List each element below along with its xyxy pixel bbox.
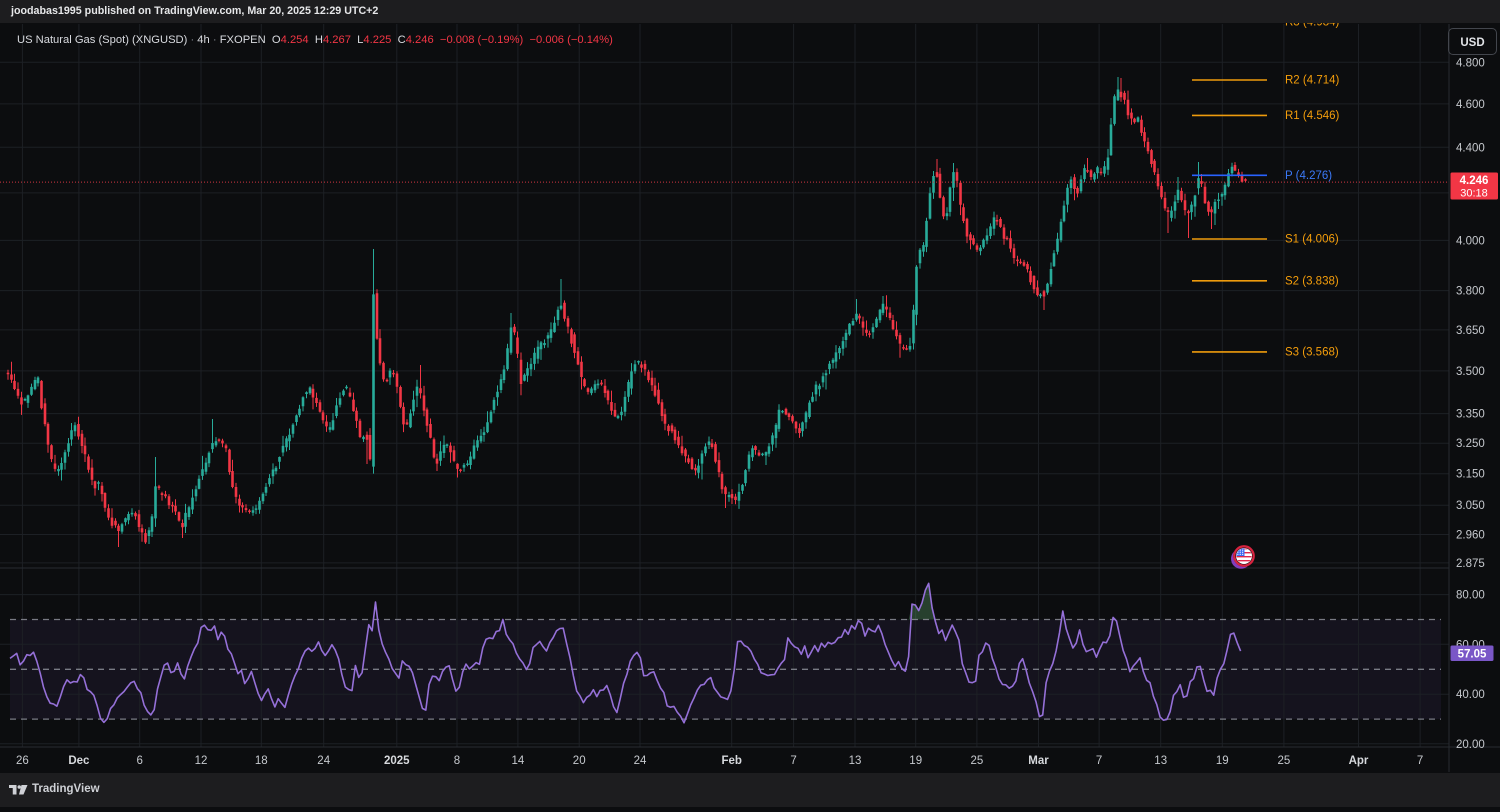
svg-text:Dec: Dec xyxy=(68,755,90,767)
svg-text:USD: USD xyxy=(1460,37,1484,49)
svg-text:19: 19 xyxy=(1216,755,1229,767)
svg-text:26: 26 xyxy=(16,755,29,767)
svg-text:S2 (3.838): S2 (3.838) xyxy=(1285,275,1339,287)
svg-text:S1 (4.006): S1 (4.006) xyxy=(1285,234,1339,246)
svg-text:80.00: 80.00 xyxy=(1456,590,1485,602)
svg-text:3.050: 3.050 xyxy=(1456,500,1485,512)
svg-text:30:18: 30:18 xyxy=(1460,188,1488,200)
svg-text:6: 6 xyxy=(136,755,142,767)
svg-text:40.00: 40.00 xyxy=(1456,689,1485,701)
svg-text:4.800: 4.800 xyxy=(1456,57,1485,69)
svg-text:3.500: 3.500 xyxy=(1456,366,1485,378)
svg-text:2025: 2025 xyxy=(384,755,410,767)
svg-text:R2 (4.714): R2 (4.714) xyxy=(1285,75,1340,87)
svg-text:2.875: 2.875 xyxy=(1456,558,1485,570)
svg-text:7: 7 xyxy=(1096,755,1102,767)
svg-text:7: 7 xyxy=(790,755,796,767)
svg-text:25: 25 xyxy=(1278,755,1291,767)
svg-text:14: 14 xyxy=(512,755,525,767)
svg-text:4.400: 4.400 xyxy=(1456,142,1485,154)
svg-text:8: 8 xyxy=(454,755,460,767)
svg-text:2.960: 2.960 xyxy=(1456,530,1485,542)
svg-text:Feb: Feb xyxy=(721,755,741,767)
svg-text:4.000: 4.000 xyxy=(1456,235,1485,247)
svg-text:3.150: 3.150 xyxy=(1456,469,1485,481)
svg-text:4.246: 4.246 xyxy=(1460,175,1489,187)
svg-text:13: 13 xyxy=(1154,755,1167,767)
svg-text:57.05: 57.05 xyxy=(1458,649,1487,661)
svg-text:4.600: 4.600 xyxy=(1456,99,1485,111)
svg-text:24: 24 xyxy=(317,755,330,767)
svg-text:Apr: Apr xyxy=(1349,755,1369,767)
svg-text:24: 24 xyxy=(634,755,647,767)
svg-text:3.800: 3.800 xyxy=(1456,286,1485,298)
svg-text:3.350: 3.350 xyxy=(1456,409,1485,421)
svg-text:R1 (4.546): R1 (4.546) xyxy=(1285,110,1340,122)
svg-text:3.250: 3.250 xyxy=(1456,438,1485,450)
svg-text:3.650: 3.650 xyxy=(1456,325,1485,337)
svg-text:S3 (3.568): S3 (3.568) xyxy=(1285,346,1339,358)
svg-text:Mar: Mar xyxy=(1028,755,1049,767)
svg-text:18: 18 xyxy=(255,755,268,767)
svg-text:13: 13 xyxy=(849,755,862,767)
svg-text:20: 20 xyxy=(573,755,586,767)
svg-text:12: 12 xyxy=(195,755,208,767)
svg-text:P (4.276): P (4.276) xyxy=(1285,170,1332,182)
svg-text:20.00: 20.00 xyxy=(1456,739,1485,751)
svg-text:25: 25 xyxy=(971,755,984,767)
svg-text:7: 7 xyxy=(1417,755,1423,767)
svg-text:19: 19 xyxy=(909,755,922,767)
